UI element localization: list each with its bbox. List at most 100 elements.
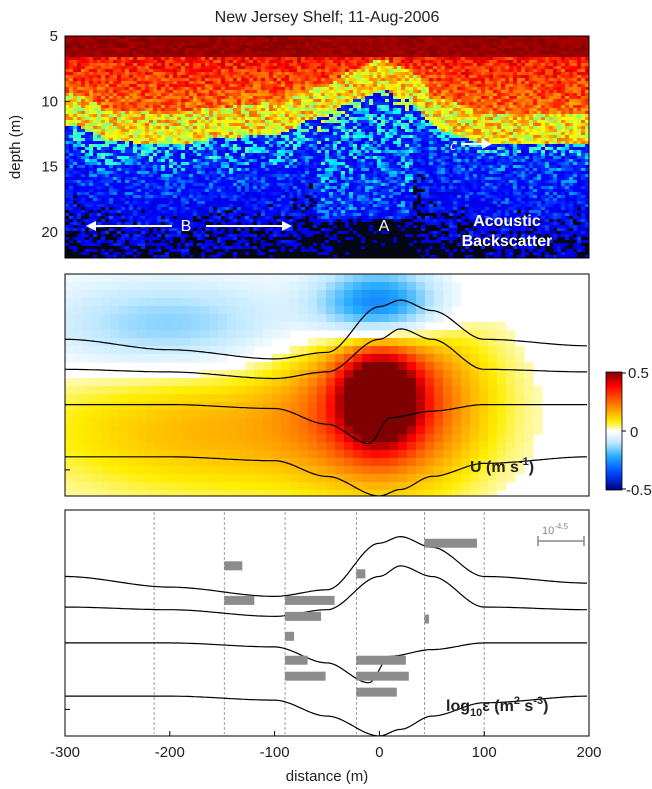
velocity-cell bbox=[398, 290, 408, 299]
velocity-cell bbox=[344, 450, 354, 459]
velocity-cell bbox=[254, 282, 264, 291]
velocity-cell bbox=[299, 346, 309, 355]
velocity-cell bbox=[353, 314, 363, 323]
velocity-cell bbox=[101, 434, 111, 443]
velocity-cell bbox=[461, 338, 471, 347]
velocity-cell bbox=[299, 434, 309, 443]
velocity-cell bbox=[533, 410, 543, 419]
velocity-cell bbox=[461, 410, 471, 419]
velocity-cell bbox=[389, 314, 399, 323]
velocity-cell bbox=[74, 450, 84, 459]
velocity-cell bbox=[254, 386, 264, 395]
velocity-cell bbox=[263, 386, 273, 395]
velocity-cell bbox=[452, 490, 462, 496]
velocity-cell bbox=[380, 274, 390, 283]
velocity-cell bbox=[101, 394, 111, 403]
velocity-cell bbox=[173, 402, 183, 411]
velocity-cell bbox=[470, 450, 480, 459]
velocity-cell bbox=[227, 458, 237, 467]
velocity-cell bbox=[200, 482, 210, 491]
velocity-cell bbox=[254, 338, 264, 347]
velocity-cell bbox=[110, 434, 120, 443]
velocity-cell bbox=[371, 418, 381, 427]
velocity-cell bbox=[137, 298, 147, 307]
velocity-cell bbox=[263, 314, 273, 323]
backscatter-frame bbox=[64, 35, 590, 259]
velocity-cell bbox=[479, 370, 489, 379]
velocity-cell bbox=[371, 386, 381, 395]
velocity-cell bbox=[515, 346, 525, 355]
velocity-cell bbox=[200, 370, 210, 379]
velocity-cell bbox=[173, 410, 183, 419]
velocity-cell bbox=[317, 306, 327, 315]
velocity-cell bbox=[236, 338, 246, 347]
velocity-cell bbox=[362, 466, 372, 475]
velocity-cell bbox=[488, 330, 498, 339]
backscatter-panel: 5 10 15 20 depth (m) Acoustic Backscatter A… bbox=[7, 28, 590, 259]
velocity-cell bbox=[74, 434, 84, 443]
velocity-cell bbox=[371, 394, 381, 403]
velocity-cell bbox=[83, 394, 93, 403]
velocity-cell bbox=[326, 426, 336, 435]
velocity-cell bbox=[299, 458, 309, 467]
velocity-cell bbox=[506, 450, 516, 459]
velocity-cell bbox=[362, 434, 372, 443]
velocity-cell bbox=[434, 482, 444, 491]
velocity-cell bbox=[308, 274, 318, 283]
velocity-cell bbox=[281, 282, 291, 291]
colorbar-ticks bbox=[622, 372, 626, 490]
velocity-cell bbox=[74, 314, 84, 323]
velocity-cell bbox=[263, 306, 273, 315]
velocity-cell bbox=[119, 426, 129, 435]
velocity-cell bbox=[128, 418, 138, 427]
phase-speed-label-c: c bbox=[450, 138, 457, 154]
velocity-cell bbox=[101, 410, 111, 419]
velocity-cell bbox=[488, 442, 498, 451]
velocity-cell bbox=[299, 282, 309, 291]
velocity-cell bbox=[425, 282, 435, 291]
velocity-cell bbox=[326, 346, 336, 355]
velocity-cell bbox=[164, 378, 174, 387]
velocity-cell bbox=[515, 442, 525, 451]
velocity-cell bbox=[92, 354, 102, 363]
velocity-cell bbox=[272, 378, 282, 387]
velocity-cell bbox=[515, 426, 525, 435]
velocity-cell bbox=[272, 434, 282, 443]
velocity-cell bbox=[371, 314, 381, 323]
velocity-cell bbox=[362, 458, 372, 467]
velocity-cell bbox=[308, 370, 318, 379]
velocity-cell bbox=[236, 418, 246, 427]
isopycnal-line bbox=[65, 299, 587, 360]
velocity-cell bbox=[461, 322, 471, 331]
velocity-cell bbox=[299, 306, 309, 315]
velocity-cell bbox=[110, 426, 120, 435]
velocity-cell bbox=[245, 410, 255, 419]
velocity-cell bbox=[236, 402, 246, 411]
velocity-cell bbox=[218, 378, 228, 387]
velocity-cell bbox=[371, 346, 381, 355]
velocity-cell bbox=[380, 378, 390, 387]
velocity-cell bbox=[452, 338, 462, 347]
velocity-cell bbox=[164, 490, 174, 496]
velocity-cell bbox=[335, 378, 345, 387]
velocity-cell bbox=[119, 418, 129, 427]
velocity-cell bbox=[101, 314, 111, 323]
velocity-cell bbox=[155, 490, 165, 496]
velocity-cell bbox=[326, 418, 336, 427]
velocity-cell bbox=[101, 346, 111, 355]
velocity-cell bbox=[290, 322, 300, 331]
velocity-cell bbox=[119, 442, 129, 451]
velocity-cell bbox=[74, 410, 84, 419]
velocity-cell bbox=[137, 482, 147, 491]
dissipation-bar bbox=[424, 614, 429, 624]
velocity-cell bbox=[308, 386, 318, 395]
velocity-cell bbox=[452, 346, 462, 355]
velocity-cell bbox=[110, 322, 120, 331]
velocity-cell bbox=[83, 434, 93, 443]
dissipation-panel: -300 -200 -100 0 100 200 distance (m) log10ε … bbox=[50, 509, 602, 785]
velocity-cell bbox=[416, 298, 426, 307]
velocity-cell bbox=[254, 306, 264, 315]
velocity-cell bbox=[308, 450, 318, 459]
velocity-cell bbox=[155, 394, 165, 403]
velocity-cell bbox=[191, 354, 201, 363]
